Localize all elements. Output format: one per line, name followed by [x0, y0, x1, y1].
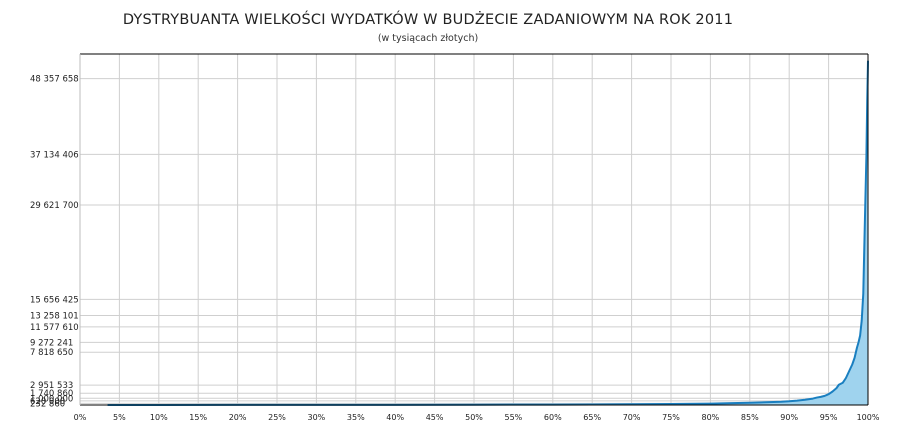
x-tick-label: 20%: [229, 413, 247, 422]
chart-subtitle: (w tysiącach złotych): [377, 33, 479, 44]
x-tick-label: 95%: [820, 413, 838, 422]
x-tick-label: 70%: [623, 413, 641, 422]
x-tick-label: 30%: [308, 413, 326, 422]
x-tick-label: 10%: [150, 413, 168, 422]
x-tick-label: 40%: [386, 413, 404, 422]
x-tick-label: 45%: [426, 413, 444, 422]
x-tick-label: 60%: [544, 413, 562, 422]
x-tick-label: 75%: [662, 413, 680, 422]
y-tick-label: 9 272 241: [30, 338, 73, 348]
y-tick-label: 2 951 533: [30, 381, 73, 391]
x-tick-label: 80%: [702, 413, 720, 422]
x-axis-labels: 0% 5% 10% 15% 20% 25% 30% 35% 40% 45% 50% 55% 60% 65%…: [74, 413, 880, 422]
y-tick-label: 7 818 650: [30, 348, 73, 358]
x-tick-label: 65%: [583, 413, 601, 422]
plot-frame: [79, 53, 869, 406]
x-tick-label: 25%: [268, 413, 286, 422]
y-tick-label: 620 000: [30, 397, 65, 407]
x-tick-label: 35%: [347, 413, 365, 422]
chart-title: DYSTRYBUANTA WIELKOŚCI WYDATKÓW W BUDŻEC…: [122, 12, 734, 28]
cdf-line: [107, 60, 869, 406]
x-tick-label: 85%: [741, 413, 759, 422]
y-tick-label: 232 860: [30, 399, 65, 409]
x-tick-label: 5%: [113, 413, 126, 422]
y-tick-label: 29 621 700: [30, 201, 79, 211]
y-tick-label: 11 577 610: [30, 323, 79, 333]
y-tick-label: 1 000 000: [30, 394, 73, 404]
grid-lines: [79, 54, 869, 405]
y-tick-label: 13 258 101: [30, 312, 79, 322]
y-tick-label: 15 656 425: [30, 295, 79, 305]
x-tick-label: 0%: [74, 413, 87, 422]
x-tick-label: 100%: [857, 413, 880, 422]
y-tick-label: 48 357 658: [30, 75, 79, 85]
x-tick-label: 90%: [780, 413, 798, 422]
x-tick-label: 15%: [189, 413, 207, 422]
x-tick-label: 50%: [465, 413, 483, 422]
x-tick-label: 55%: [505, 413, 523, 422]
area-layer: [107, 60, 869, 406]
y-tick-label: 1 740 860: [30, 389, 73, 399]
cdf-area-fill: [107, 60, 868, 405]
y-tick-label: 37 134 406: [30, 150, 79, 160]
